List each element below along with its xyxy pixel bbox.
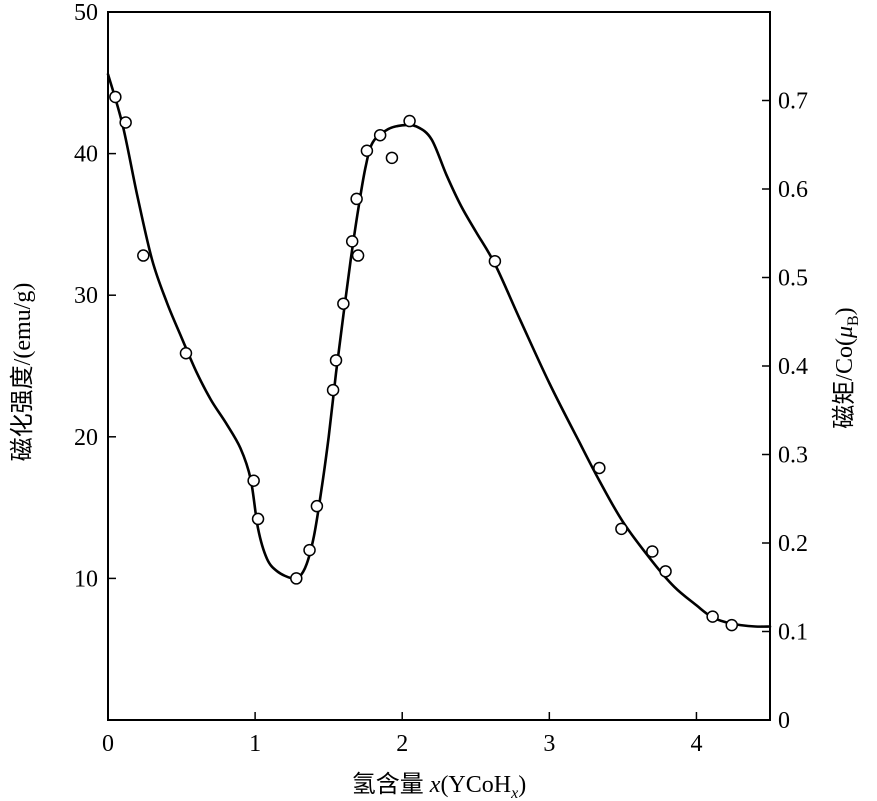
y2-tick-label: 0.2 [778, 531, 808, 557]
data-point [326, 383, 340, 397]
y2-axis-label: 磁矩/Co(μB) [831, 307, 862, 428]
y2-tick-label: 0.4 [778, 354, 808, 380]
data-point [303, 543, 316, 557]
y2-tick-label: 0.7 [778, 89, 808, 115]
data-point [706, 610, 719, 623]
data-point [659, 565, 672, 578]
data-point [403, 114, 416, 128]
data-point [350, 192, 363, 206]
data-point [360, 144, 374, 158]
tick-marks [107, 11, 770, 721]
x-tick-label: 2 [396, 731, 408, 757]
data-point [373, 128, 387, 142]
y-tick-label: 50 [74, 0, 98, 26]
x-tick-label: 1 [249, 731, 261, 757]
y2-tick-label: 0.3 [778, 443, 808, 469]
data-point [290, 572, 303, 585]
y-axis-label: 磁化强度/(emu/g) [9, 283, 36, 462]
y2-tick-label: 0.5 [778, 266, 808, 292]
data-point [137, 249, 150, 262]
data-point [345, 235, 359, 248]
y-tick-label: 20 [74, 425, 98, 451]
x-axis-label: 氢含量 x(YCoHx) [352, 771, 526, 801]
data-point [488, 254, 502, 268]
y-tick-label: 30 [74, 283, 98, 309]
tick-labels: 0 1 2 3 4 10 20 30 40 50 0 0.1 0.2 0.3 0.4 0.5 0.6 0.7 [74, 0, 808, 757]
data-points [109, 90, 739, 632]
data-point [385, 151, 399, 165]
y-tick-label: 10 [74, 566, 98, 592]
x-tick-label: 4 [690, 731, 702, 757]
x-tick-label: 3 [543, 731, 555, 757]
y2-tick-label: 0 [778, 708, 790, 734]
data-point [251, 512, 265, 526]
data-point [119, 116, 132, 129]
data-point [329, 354, 343, 367]
y2-tick-label: 0.1 [778, 620, 808, 646]
data-point [615, 522, 628, 536]
data-point [593, 461, 606, 475]
y2-tick-label: 0.6 [778, 177, 808, 203]
plot-frame [107, 11, 771, 721]
fit-curve [106, 73, 772, 628]
data-point [646, 545, 659, 558]
data-point [351, 249, 365, 262]
data-point [725, 618, 739, 632]
data-point [247, 474, 260, 487]
data-point [337, 297, 350, 310]
data-point [179, 347, 193, 360]
y-tick-label: 40 [74, 142, 98, 168]
data-point [109, 90, 122, 104]
x-tick-label: 0 [102, 731, 114, 757]
data-point [310, 499, 324, 513]
